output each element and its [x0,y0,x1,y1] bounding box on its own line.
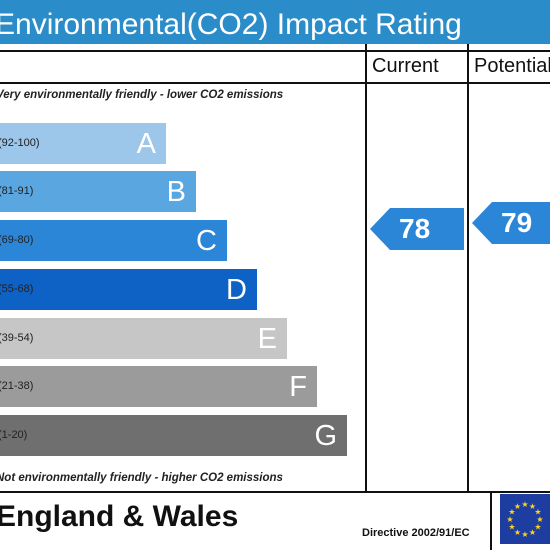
footer-top-border [0,491,550,493]
eu-flag-icon: ★ ★ ★ ★ ★ ★ ★ ★ ★ ★ ★ ★ [500,494,550,544]
star-icon: ★ [521,500,528,509]
band-letter: B [166,176,186,208]
star-icon: ★ [506,515,513,524]
bottom-note: Not environmentally friendly - higher CO… [0,472,283,484]
header-bottom-border [0,82,550,84]
band-d: (55-68) D [0,269,257,310]
star-icon: ★ [529,528,536,537]
band-letter: C [196,225,217,257]
star-icon: ★ [508,508,515,517]
current-rating-arrow: 78 [370,208,464,250]
band-range: (92-100) [0,137,40,149]
band-range: (55-68) [0,283,34,295]
star-icon: ★ [534,523,541,532]
current-rating-value: 78 [399,213,431,244]
band-a: (92-100) A [0,123,166,164]
current-column-header: Current [372,55,439,77]
potential-arrow-shape [472,202,550,244]
band-f: (21-38) F [0,366,317,407]
potential-column-header: Potential [474,55,550,77]
top-note: Very environmentally friendly - lower CO… [0,89,284,101]
band-letter: A [136,128,156,160]
band-letter: F [289,371,307,403]
band-range: (1-20) [0,429,28,441]
potential-rating-value: 79 [501,207,533,238]
header-top-border [0,50,550,52]
star-icon: ★ [508,523,515,532]
band-range: (81-91) [0,185,34,197]
star-icon: ★ [514,502,521,511]
country-label: England & Wales [0,500,239,533]
star-icon: ★ [536,515,543,524]
band-range: (39-54) [0,332,34,344]
current-column-divider [365,44,367,493]
band-range: (21-38) [0,380,34,392]
star-icon: ★ [514,528,521,537]
potential-column-divider [467,44,469,493]
band-letter: E [257,323,277,355]
band-letter: G [314,420,337,452]
band-letter: D [226,274,247,306]
star-icon: ★ [521,530,528,539]
footer-flag-divider [490,491,492,550]
potential-rating-arrow: 79 [472,202,550,244]
directive-label: Directive 2002/91/EC [362,527,470,539]
band-e: (39-54) E [0,318,287,359]
star-icon: ★ [529,502,536,511]
band-g: (1-20) G [0,415,347,456]
band-range: (69-80) [0,234,34,246]
star-icon: ★ [534,508,541,517]
band-c: (69-80) C [0,220,227,261]
chart-title: Environmental(CO2) Impact Rating [0,0,550,44]
band-b: (81-91) B [0,171,196,212]
current-arrow-shape [370,208,464,250]
